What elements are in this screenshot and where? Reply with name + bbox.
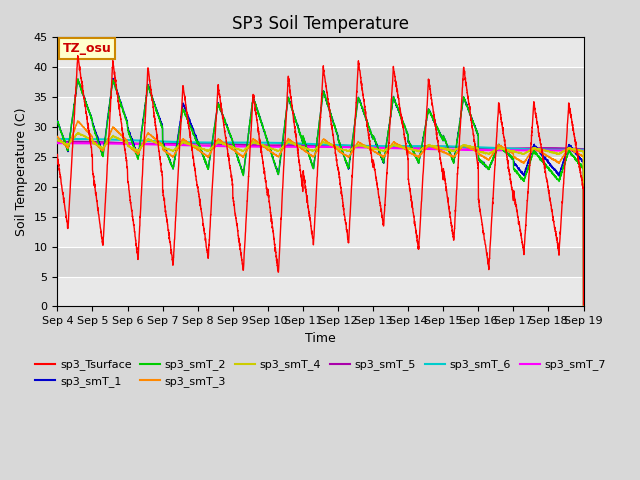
sp3_smT_3 — [381, 153, 388, 158]
sp3_smT_5 — [166, 141, 174, 146]
sp3_smT_4 — [74, 130, 81, 135]
sp3_smT_4 — [579, 148, 587, 154]
Line: sp3_smT_3: sp3_smT_3 — [58, 121, 584, 307]
sp3_Tsurface — [530, 100, 538, 106]
X-axis label: Time: Time — [305, 332, 336, 345]
Bar — [58, 67, 584, 97]
sp3_smT_3 — [166, 152, 174, 157]
Y-axis label: Soil Temperature (C): Soil Temperature (C) — [15, 108, 28, 236]
sp3_smT_3 — [74, 118, 82, 124]
sp3_smT_5 — [579, 146, 587, 152]
sp3_smT_5 — [54, 139, 61, 145]
sp3_smT_4 — [372, 146, 380, 152]
Bar — [58, 247, 584, 276]
sp3_Tsurface — [381, 203, 388, 208]
Line: sp3_smT_1: sp3_smT_1 — [58, 78, 584, 306]
sp3_smT_6 — [381, 143, 388, 149]
Line: sp3_smT_6: sp3_smT_6 — [58, 139, 584, 150]
Line: sp3_smT_5: sp3_smT_5 — [58, 142, 584, 149]
Line: sp3_smT_4: sp3_smT_4 — [58, 132, 584, 306]
sp3_smT_2 — [372, 140, 380, 145]
sp3_smT_4 — [166, 147, 174, 153]
sp3_Tsurface — [579, 185, 587, 191]
sp3_Tsurface — [372, 172, 380, 178]
sp3_smT_6 — [530, 146, 538, 152]
sp3_smT_3 — [579, 154, 587, 159]
sp3_smT_2 — [530, 149, 538, 155]
sp3_smT_4 — [200, 147, 208, 153]
Text: TZ_osu: TZ_osu — [63, 42, 111, 55]
sp3_smT_6 — [580, 147, 588, 153]
sp3_smT_3 — [54, 133, 61, 139]
sp3_smT_1 — [54, 118, 61, 124]
sp3_smT_5 — [200, 141, 208, 146]
Bar — [58, 157, 584, 187]
sp3_smT_5 — [381, 144, 388, 150]
sp3_smT_6 — [54, 136, 61, 142]
sp3_smT_7 — [54, 140, 61, 146]
Bar — [58, 97, 584, 127]
sp3_smT_2 — [580, 303, 588, 309]
sp3_Tsurface — [166, 240, 174, 246]
sp3_smT_4 — [54, 138, 61, 144]
sp3_smT_4 — [381, 148, 388, 154]
sp3_smT_6 — [200, 140, 208, 145]
sp3_smT_5 — [580, 146, 588, 152]
sp3_smT_4 — [530, 146, 538, 152]
sp3_smT_1 — [579, 159, 587, 165]
Bar — [58, 37, 584, 67]
sp3_smT_2 — [74, 76, 82, 82]
sp3_smT_5 — [75, 139, 83, 144]
sp3_smT_1 — [109, 75, 117, 81]
Bar — [58, 127, 584, 157]
Title: SP3 Soil Temperature: SP3 Soil Temperature — [232, 15, 409, 33]
sp3_smT_1 — [372, 140, 380, 146]
sp3_smT_7 — [580, 148, 588, 154]
sp3_smT_7 — [579, 148, 587, 154]
Line: sp3_smT_2: sp3_smT_2 — [58, 79, 584, 306]
sp3_smT_4 — [580, 303, 588, 309]
sp3_smT_5 — [372, 144, 380, 150]
sp3_smT_7 — [372, 145, 380, 151]
sp3_smT_3 — [530, 145, 538, 151]
sp3_Tsurface — [580, 302, 588, 308]
sp3_smT_2 — [166, 160, 174, 166]
Line: sp3_Tsurface: sp3_Tsurface — [58, 56, 584, 305]
sp3_smT_3 — [580, 304, 588, 310]
sp3_smT_6 — [166, 139, 174, 144]
sp3_smT_3 — [372, 149, 380, 155]
sp3_smT_3 — [200, 152, 208, 157]
sp3_smT_7 — [530, 147, 538, 153]
sp3_smT_1 — [530, 143, 538, 148]
sp3_smT_1 — [381, 152, 388, 157]
sp3_Tsurface — [54, 152, 61, 157]
sp3_smT_2 — [54, 119, 61, 125]
Line: sp3_smT_7: sp3_smT_7 — [58, 143, 584, 151]
sp3_smT_2 — [200, 156, 208, 162]
Bar — [58, 217, 584, 247]
sp3_smT_7 — [381, 145, 388, 151]
sp3_smT_1 — [580, 303, 588, 309]
sp3_Tsurface — [74, 53, 81, 59]
sp3_Tsurface — [200, 231, 208, 237]
sp3_smT_1 — [166, 159, 174, 165]
sp3_smT_6 — [62, 136, 70, 142]
sp3_smT_6 — [372, 143, 380, 149]
sp3_smT_1 — [200, 156, 208, 162]
Bar — [58, 187, 584, 217]
Legend: sp3_Tsurface, sp3_smT_1, sp3_smT_2, sp3_smT_3, sp3_smT_4, sp3_smT_5, sp3_smT_6, : sp3_Tsurface, sp3_smT_1, sp3_smT_2, sp3_… — [31, 355, 610, 391]
sp3_smT_2 — [579, 166, 587, 172]
sp3_smT_6 — [580, 147, 588, 153]
sp3_smT_7 — [200, 143, 208, 149]
sp3_smT_6 — [572, 147, 579, 153]
Bar — [58, 276, 584, 306]
sp3_smT_7 — [166, 142, 174, 148]
sp3_smT_5 — [530, 145, 538, 151]
sp3_smT_2 — [381, 152, 388, 157]
